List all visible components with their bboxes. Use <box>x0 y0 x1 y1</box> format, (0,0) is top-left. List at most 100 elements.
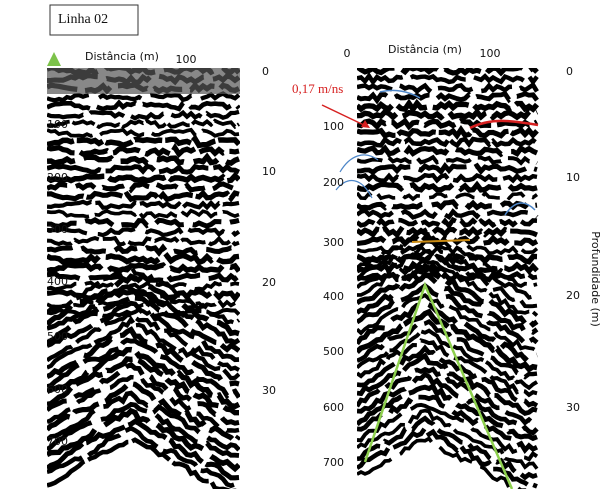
reflection-band <box>47 418 240 481</box>
reflection-band <box>47 152 240 167</box>
tick-label: 100 <box>480 47 501 60</box>
reflection-band <box>47 225 240 239</box>
reflection-band <box>357 394 539 455</box>
reflection-band <box>357 216 538 230</box>
reflection-band <box>357 352 538 417</box>
tick-label: 0 <box>262 65 269 78</box>
reflection-band <box>47 273 240 337</box>
reflector-line <box>504 202 536 216</box>
reflection-band <box>47 437 237 489</box>
reflection-band <box>47 295 240 353</box>
hyperbola-fit <box>363 281 514 489</box>
reflection-band <box>357 282 539 347</box>
reflection-band <box>47 425 240 489</box>
reflection-band <box>357 415 538 481</box>
reflection-band <box>357 382 538 442</box>
reflection-band <box>47 261 240 274</box>
reflector-line <box>411 239 471 243</box>
reflection-band <box>357 252 538 266</box>
tick-label: 100 <box>176 53 197 66</box>
x-axis-label: Distância (m) <box>85 50 159 63</box>
reflection-band <box>357 107 539 122</box>
reflection-band <box>47 297 240 310</box>
tick-label: 600 <box>323 401 344 414</box>
reflection-band <box>47 337 240 400</box>
annotation: 0,17 m/ns <box>292 81 343 96</box>
tick-label: 400 <box>323 290 344 303</box>
tick-label: 700 <box>323 456 344 469</box>
tick-label: 0 <box>566 65 573 78</box>
reflection-band <box>357 259 539 317</box>
reflection-band <box>47 235 240 247</box>
reflection-band <box>357 190 539 202</box>
reflection-band <box>357 125 539 141</box>
reflector-line <box>335 154 379 199</box>
tick-label: 0 <box>344 47 351 60</box>
reflection-band <box>47 181 240 194</box>
reflection-band <box>357 227 538 289</box>
reflection-band <box>357 408 539 470</box>
reflection-band <box>47 346 240 410</box>
reflection-band <box>357 292 538 353</box>
reflection-band <box>47 217 240 230</box>
tick-label: 400 <box>47 275 68 288</box>
reflection-band <box>357 262 539 328</box>
reflection-band <box>357 239 538 300</box>
reflection-band <box>357 161 538 176</box>
tick-label: 200 <box>47 171 68 184</box>
reflection-band <box>47 380 240 446</box>
reflection-band <box>47 300 240 363</box>
tick-label: 700 <box>47 435 68 448</box>
reflection-band <box>357 344 539 408</box>
reflection-band <box>357 234 539 248</box>
tick-label: 10 <box>566 171 580 184</box>
arrow-head <box>361 120 370 128</box>
tick-label: 100 <box>47 118 68 131</box>
reflection-band <box>47 243 240 257</box>
reflection-band <box>357 338 538 398</box>
reflection-band <box>47 407 240 473</box>
reflection-band <box>47 171 240 184</box>
reflection-band <box>47 134 240 149</box>
reflection-band <box>357 402 539 462</box>
depth-axis-label: Profundidade (m) <box>589 231 602 327</box>
reflection-band <box>47 312 240 372</box>
reflection-band <box>47 99 240 112</box>
reflector-line <box>469 119 539 130</box>
reflection-band <box>357 68 539 77</box>
reflection-band <box>357 300 538 363</box>
reflection-band <box>357 436 527 489</box>
tick-label: 30 <box>566 401 580 414</box>
reflection-band <box>47 189 240 203</box>
tick-label: 500 <box>47 330 68 343</box>
reflection-band <box>47 199 240 211</box>
reflection-band <box>357 98 540 115</box>
reflection-band <box>47 118 240 130</box>
tick-label: 20 <box>566 289 580 302</box>
tick-label: 30 <box>262 384 276 397</box>
reflection-band <box>357 144 539 159</box>
reflection-band <box>47 280 240 292</box>
label-box <box>49 4 139 36</box>
reflection-band <box>357 180 538 193</box>
reflection-band <box>357 172 538 184</box>
tick-label: 100 <box>323 120 344 133</box>
reflection-band <box>357 225 538 239</box>
reflection-band <box>47 263 240 326</box>
reflection-band <box>47 252 240 266</box>
reflection-band <box>47 208 240 221</box>
tick-label: 10 <box>262 165 276 178</box>
radargram-texture <box>357 68 540 489</box>
reflection-band <box>47 326 240 388</box>
reflection-band <box>357 90 539 105</box>
reflection-band <box>357 154 539 166</box>
reflector-line <box>379 89 421 99</box>
tick-label: 500 <box>323 345 344 358</box>
reflection-band <box>47 361 240 426</box>
reflection-band <box>357 198 538 211</box>
tick-label: 600 <box>47 383 68 396</box>
reflection-band <box>47 374 240 433</box>
tick-label: 300 <box>47 223 68 236</box>
